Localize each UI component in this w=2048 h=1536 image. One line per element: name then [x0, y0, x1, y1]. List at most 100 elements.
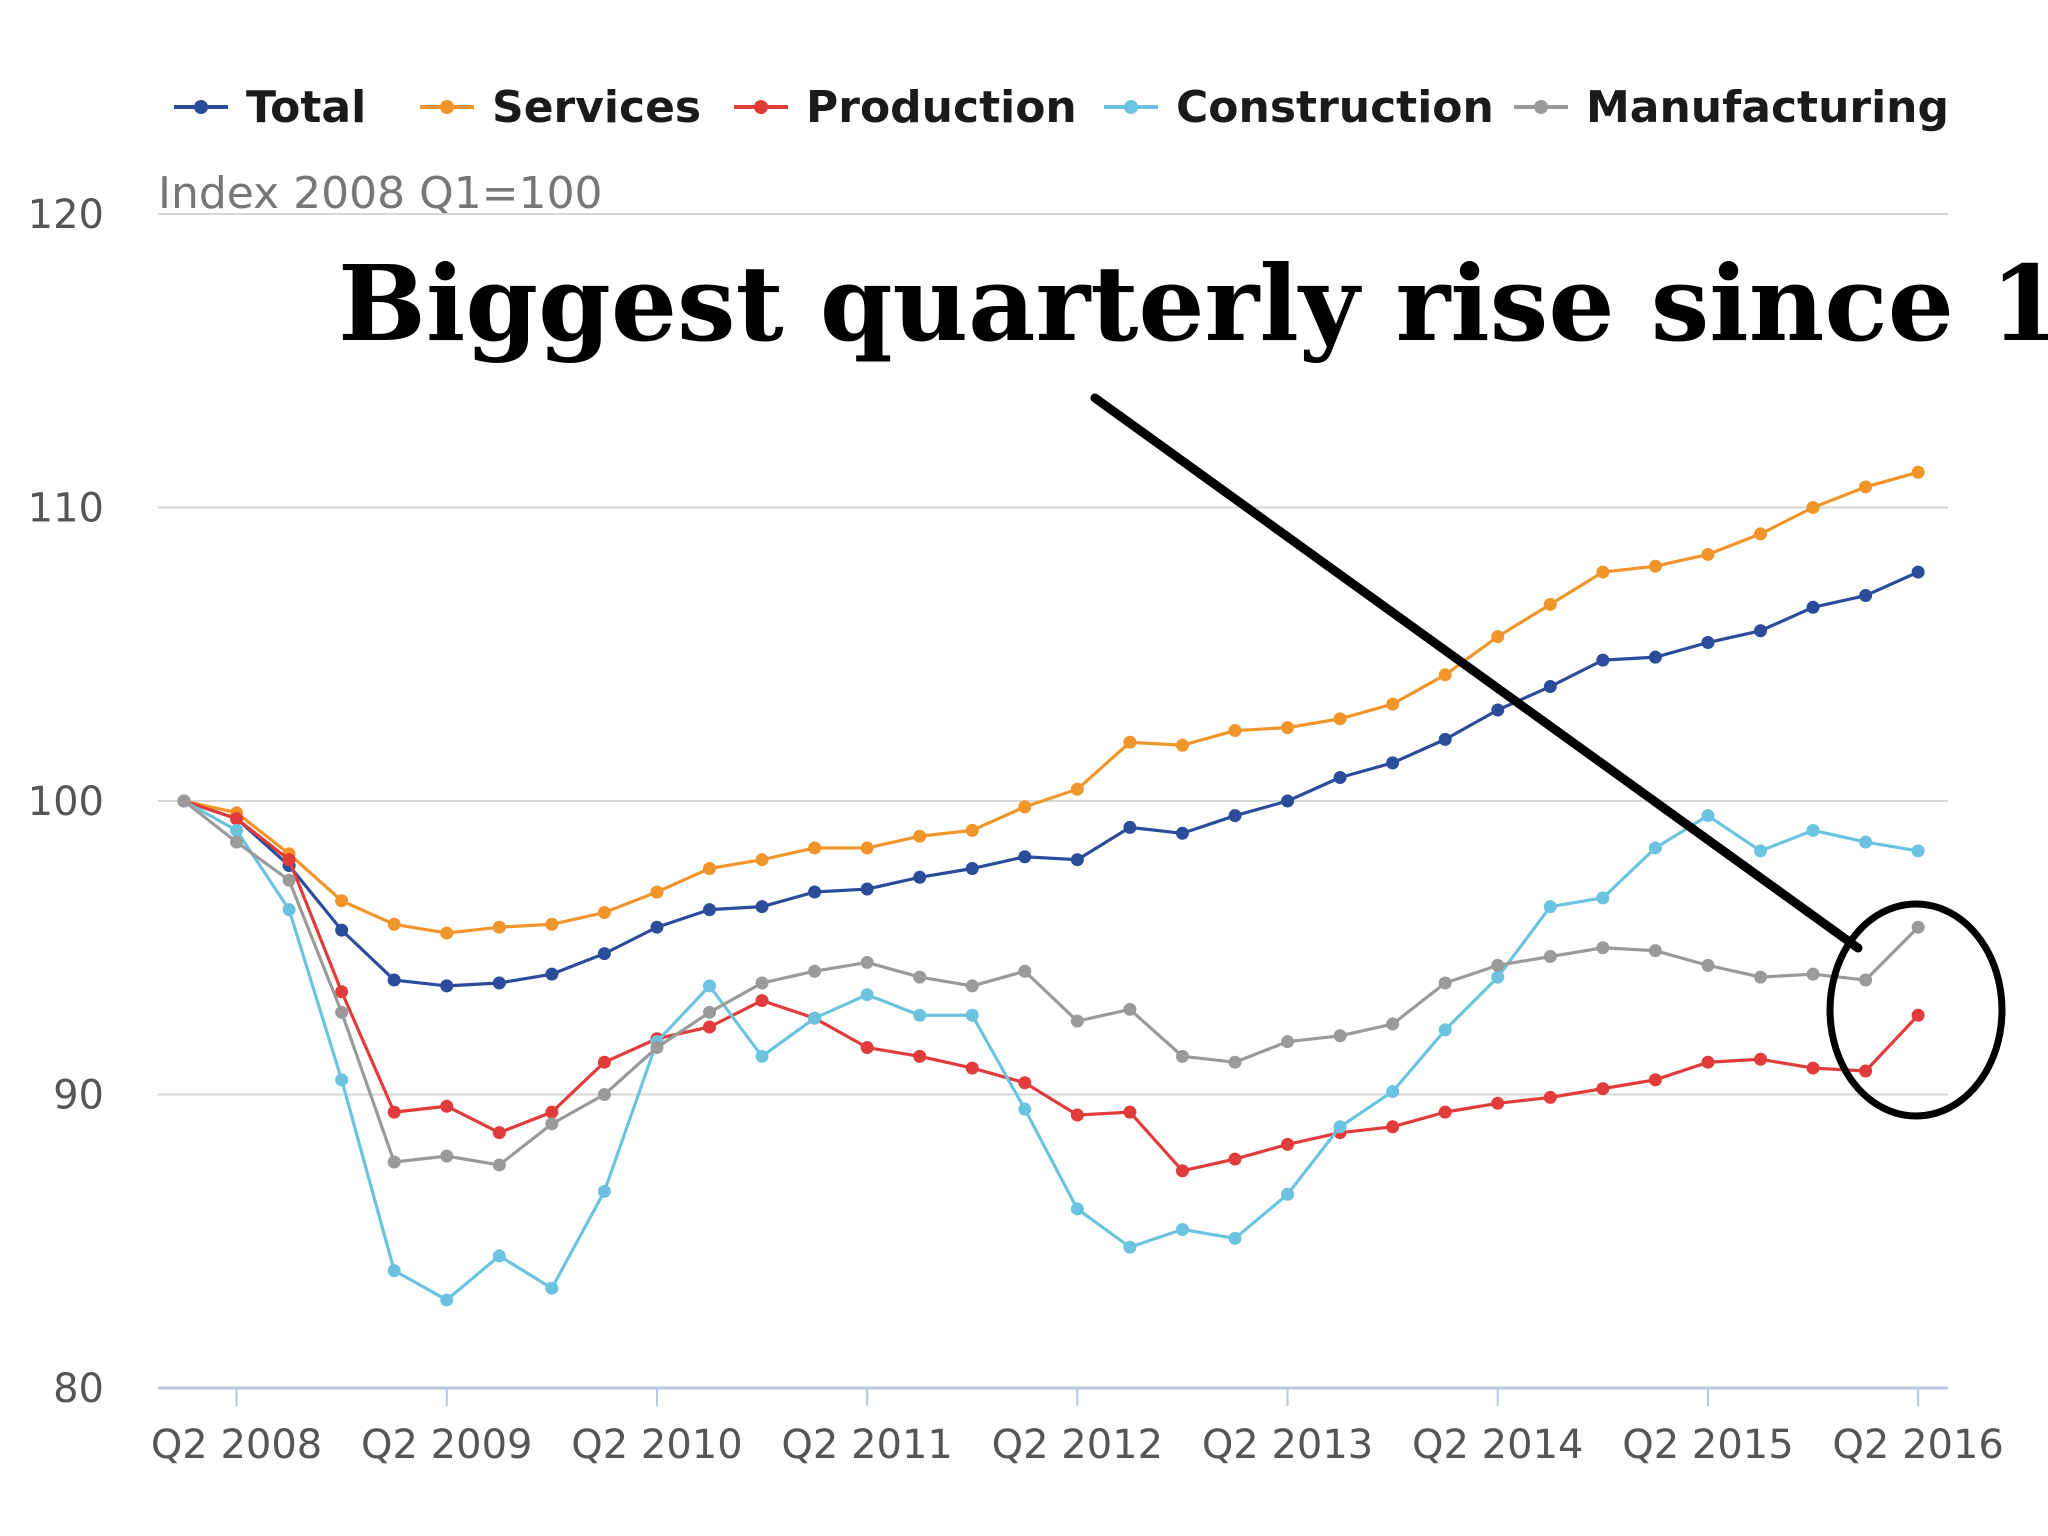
legend-item-production: Production [734, 82, 1077, 133]
data-point-manufacturing [1491, 958, 1505, 972]
data-point-production [1018, 1076, 1032, 1090]
data-point-manufacturing [965, 979, 979, 993]
data-point-services [1491, 630, 1505, 644]
data-point-production [1070, 1108, 1084, 1122]
data-point-total [1648, 650, 1662, 664]
data-point-total [1333, 771, 1347, 785]
data-point-construction [1175, 1223, 1189, 1237]
data-point-manufacturing [1438, 976, 1452, 990]
data-point-manufacturing [1543, 950, 1557, 964]
data-point-services [1438, 668, 1452, 682]
gridlines [158, 213, 1948, 1390]
data-point-total [1911, 565, 1925, 579]
data-point-total [1806, 600, 1820, 614]
data-point-construction [1491, 970, 1505, 984]
data-point-construction [492, 1249, 506, 1263]
data-point-total [597, 947, 611, 961]
data-point-services [1386, 697, 1400, 711]
data-point-total [440, 979, 454, 993]
data-point-production [440, 1099, 454, 1113]
data-point-manufacturing [1648, 944, 1662, 958]
data-point-services [1911, 465, 1925, 479]
data-point-construction [1228, 1231, 1242, 1245]
data-point-manufacturing [755, 976, 769, 990]
data-point-production [387, 1105, 401, 1119]
data-point-production [703, 1020, 716, 1034]
data-point-total [1596, 653, 1610, 667]
data-point-production [1859, 1064, 1873, 1078]
data-point-construction [1543, 900, 1557, 914]
data-point-services [1806, 501, 1820, 514]
y-axis-ticks: 80 90 100 110 120 [28, 192, 104, 1412]
data-point-services [545, 917, 559, 931]
data-point-services [492, 920, 506, 934]
data-point-services [387, 917, 401, 931]
data-point-production [913, 1049, 927, 1063]
data-point-production [1543, 1090, 1557, 1104]
series-construction [177, 794, 1925, 1307]
data-point-manufacturing [545, 1117, 559, 1131]
data-point-manufacturing [1228, 1055, 1242, 1069]
series-line-services [183, 470, 1919, 935]
data-point-manufacturing [1123, 1002, 1137, 1016]
data-point-manufacturing [440, 1149, 454, 1163]
data-point-construction [230, 823, 244, 837]
data-point-services [808, 841, 822, 855]
data-point-total [1228, 809, 1242, 823]
data-point-construction [1438, 1023, 1452, 1037]
data-point-services [1018, 800, 1032, 814]
data-point-services [965, 823, 979, 837]
x-tick-label: Q2 2009 [361, 1422, 532, 1468]
data-point-construction [1596, 891, 1610, 905]
series-line-total [183, 570, 1919, 988]
data-point-manufacturing [1281, 1035, 1295, 1049]
x-tick-label: Q2 2013 [1202, 1422, 1373, 1468]
data-point-manufacturing [1070, 1014, 1084, 1028]
annotation-circle [1826, 900, 2006, 1120]
data-point-production [230, 812, 244, 826]
data-point-manufacturing [387, 1155, 401, 1169]
data-point-production [1175, 1164, 1189, 1178]
data-point-construction [440, 1293, 454, 1307]
x-tick-label: Q2 2011 [781, 1422, 952, 1468]
data-point-production [755, 994, 769, 1008]
data-point-manufacturing [597, 1088, 611, 1101]
data-point-construction [282, 903, 296, 917]
x-tick-label: Q2 2015 [1622, 1422, 1793, 1468]
data-point-production [492, 1126, 506, 1140]
data-point-manufacturing [1911, 920, 1925, 934]
data-point-production [1648, 1073, 1662, 1087]
data-point-services [860, 841, 874, 855]
legend-item-total: Total [174, 82, 366, 133]
data-point-production [860, 1041, 874, 1055]
data-point-construction [1333, 1120, 1347, 1134]
data-point-total [1070, 853, 1084, 867]
data-point-production [1596, 1082, 1610, 1096]
y-tick-label: 110 [28, 486, 104, 532]
data-point-production [1281, 1137, 1295, 1151]
data-point-construction [1281, 1187, 1295, 1201]
y-tick-label: 120 [28, 192, 104, 238]
data-point-production [1806, 1061, 1820, 1075]
data-point-manufacturing [650, 1041, 664, 1055]
data-point-services [1648, 559, 1662, 573]
data-point-total [492, 976, 506, 990]
data-point-production [1701, 1055, 1715, 1069]
data-point-total [1123, 820, 1137, 834]
data-point-manufacturing [1701, 958, 1715, 972]
data-point-manufacturing [1018, 964, 1032, 978]
data-point-total [650, 920, 664, 934]
y-tick-label: 80 [53, 1366, 104, 1412]
legend-item-services: Services [420, 82, 701, 133]
data-point-construction [1070, 1202, 1084, 1216]
data-point-services [1543, 597, 1557, 611]
data-point-services [440, 926, 454, 940]
data-point-manufacturing [703, 1005, 716, 1019]
data-point-production [282, 853, 296, 867]
data-point-total [1491, 703, 1505, 717]
data-point-construction [1754, 844, 1767, 858]
data-point-total [1754, 624, 1767, 638]
data-point-total [755, 900, 769, 914]
series-services [177, 465, 1925, 940]
